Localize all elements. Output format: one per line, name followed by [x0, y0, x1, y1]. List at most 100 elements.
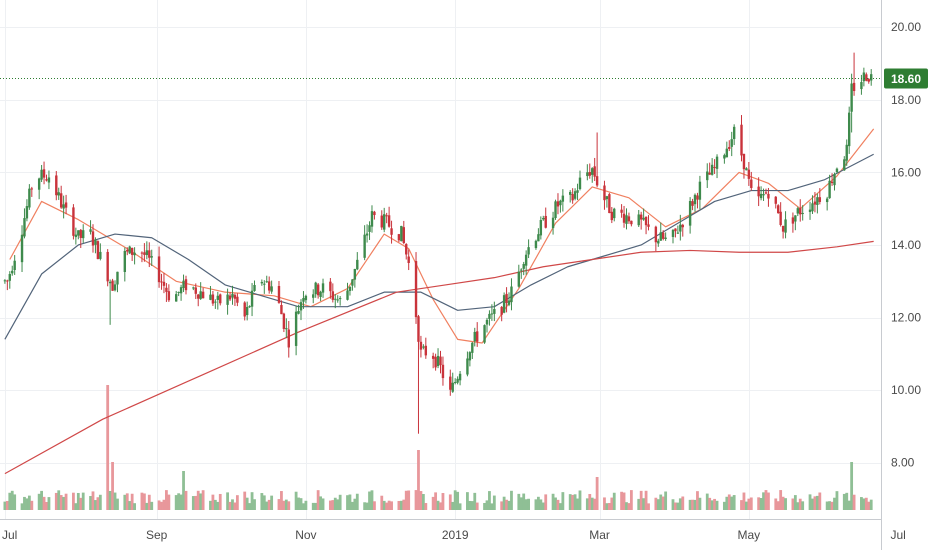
volume-bar [370, 490, 374, 510]
candle [74, 227, 78, 245]
volume-bar [845, 492, 849, 510]
candle-body [25, 206, 29, 219]
candle-body [436, 355, 440, 367]
volume-bar [27, 495, 31, 510]
volume-bar [745, 501, 748, 510]
candle [108, 279, 112, 325]
candle [390, 220, 393, 244]
candle [671, 229, 675, 244]
candle [466, 351, 469, 377]
volume-bar [179, 494, 183, 510]
candle-body [870, 74, 873, 81]
candle-body [510, 286, 513, 303]
candle [8, 271, 11, 289]
candle-body [197, 294, 200, 299]
volume-bar [681, 496, 685, 510]
candle [214, 299, 217, 309]
volume-bar [544, 494, 548, 510]
candle-body [165, 287, 168, 292]
volume-bar [522, 493, 526, 510]
candle-body [64, 202, 68, 208]
candle-body [835, 168, 839, 173]
volume-bar [678, 498, 682, 510]
volume-bar [767, 492, 770, 510]
candle-body [37, 178, 41, 190]
candle [123, 247, 127, 282]
candle-body [847, 112, 851, 147]
candle-body [40, 169, 43, 180]
volume-bar [250, 492, 254, 510]
candle [605, 195, 609, 208]
volume-bar [439, 502, 442, 510]
volume-bar [475, 502, 479, 510]
volume-bar [47, 497, 51, 510]
volume-bar [59, 495, 63, 510]
candle-body [801, 212, 804, 214]
volume-bar [620, 491, 623, 510]
volume-bar [541, 502, 545, 510]
candle [351, 279, 354, 291]
volume-bar [213, 499, 217, 510]
candle-body [20, 234, 24, 263]
volume-bar [331, 500, 335, 510]
candle-body [3, 280, 7, 282]
candle-body [537, 234, 540, 242]
candle-body [282, 313, 286, 329]
candle [688, 197, 692, 234]
candle-body [356, 259, 359, 270]
volume-bar [434, 492, 438, 510]
candle [282, 312, 286, 333]
candle [732, 124, 736, 146]
candle [610, 207, 614, 224]
volume-bar [399, 500, 403, 510]
candle-body [42, 169, 46, 178]
candle-body [657, 240, 660, 244]
candle-body [417, 316, 420, 342]
volume-bar [612, 492, 616, 510]
volume-bar [869, 499, 873, 510]
candle [40, 164, 43, 183]
candle-body [405, 244, 408, 255]
candle [767, 187, 770, 207]
candle [833, 172, 836, 191]
volume-bar [627, 503, 631, 510]
volume-bar [833, 497, 836, 510]
candle-body [184, 279, 188, 291]
volume-bar [705, 493, 709, 510]
candle [365, 224, 369, 243]
price-axis[interactable]: 8.00 10.00 12.00 14.00 16.00 18.00 20.00 [891, 20, 921, 470]
candle [387, 206, 391, 228]
candle-body [219, 294, 222, 304]
candle-body [708, 172, 711, 175]
candle-body [243, 302, 246, 317]
volume-bar [808, 494, 812, 510]
candle [642, 208, 645, 221]
candle [434, 353, 437, 371]
candle [263, 280, 266, 294]
volume-bar [57, 490, 61, 510]
volume-bar [510, 490, 513, 510]
candle [55, 171, 58, 201]
candle-body [808, 209, 812, 212]
candle [260, 279, 264, 286]
candle [363, 225, 366, 261]
candle [517, 264, 521, 288]
volume-bar [407, 490, 411, 510]
volume-bar [656, 499, 660, 510]
candle-body [79, 229, 82, 238]
time-axis[interactable]: Jul Sep Nov 2019 Mar May Jul [2, 528, 906, 542]
volume-bar [502, 496, 506, 510]
volume-bar [500, 501, 504, 510]
volume-bar [534, 499, 538, 510]
volume-bar [348, 494, 352, 510]
volume-bar [554, 497, 557, 510]
volume-bar [698, 497, 702, 510]
volume-bar [98, 494, 102, 510]
candle-body [517, 271, 521, 287]
volume-bar [431, 496, 435, 510]
candle [106, 249, 109, 287]
volume-bar [637, 498, 641, 510]
candle-body [368, 225, 371, 232]
volume-bar [311, 502, 315, 510]
candle-body [725, 148, 729, 158]
